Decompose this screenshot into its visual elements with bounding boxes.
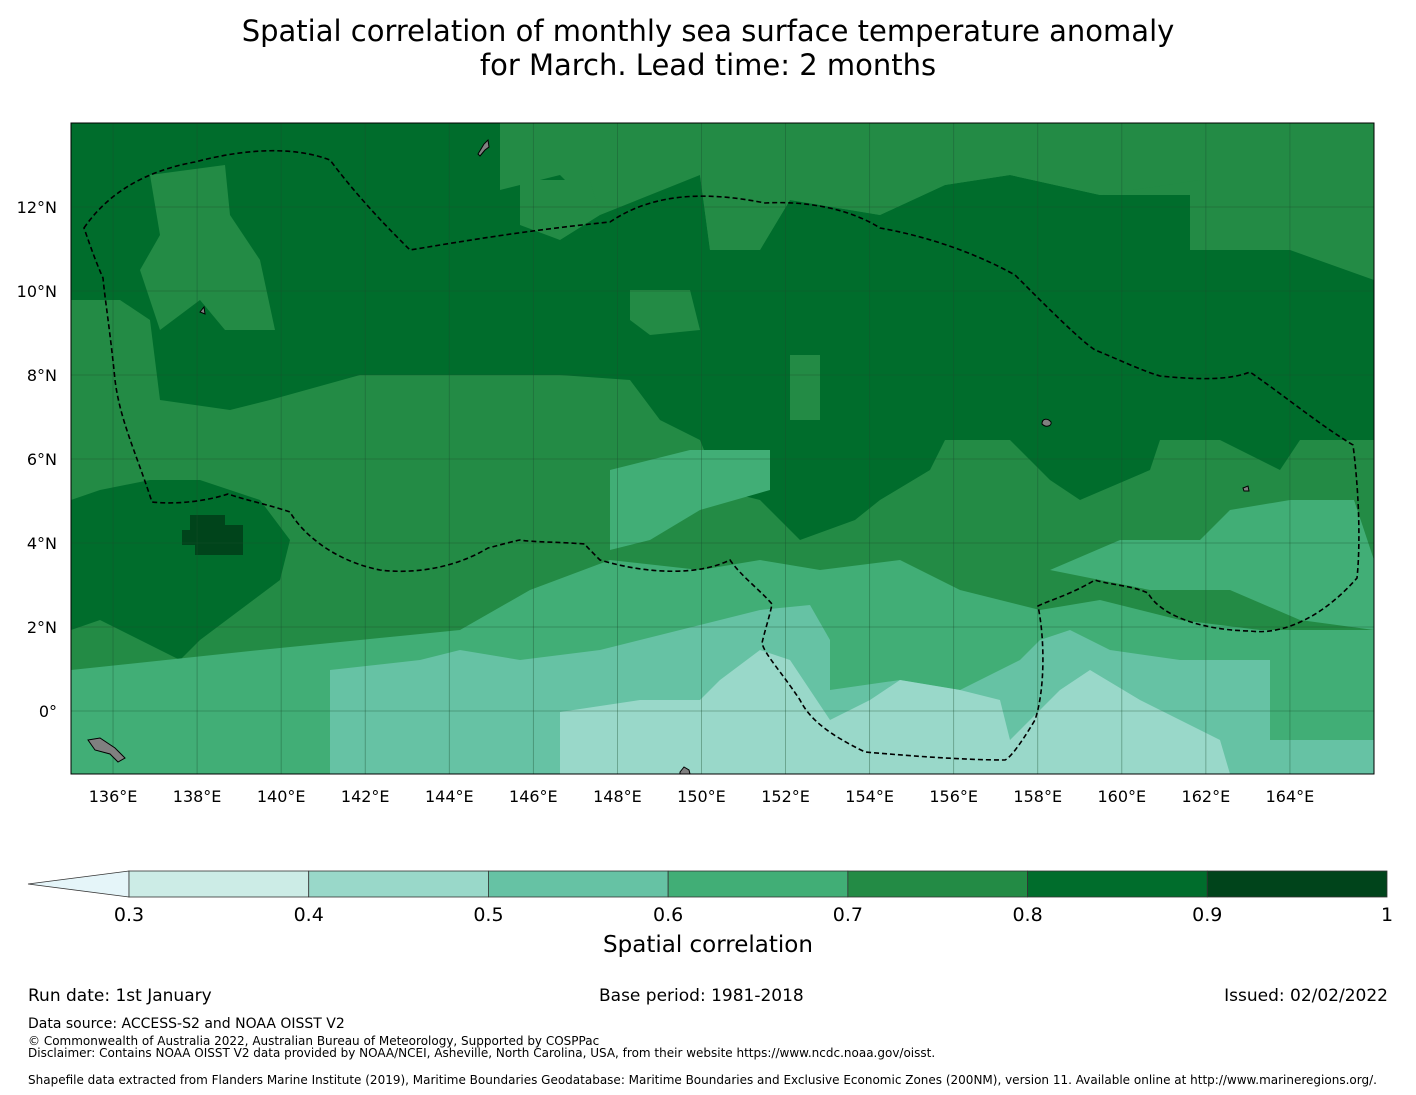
colorbar-segment xyxy=(488,870,669,898)
lon-tick-label: 146°E xyxy=(509,787,558,806)
lon-tick-label: 164°E xyxy=(1266,787,1315,806)
field-region-lowest xyxy=(560,650,1230,774)
data-source: Data source: ACCESS-S2 and NOAA OISST V2 xyxy=(28,1016,345,1032)
lon-tick-label: 142°E xyxy=(341,787,390,806)
colorbar: 0.3 0.4 0.5 0.6 0.7 0.8 0.9 1 xyxy=(27,870,1393,926)
lon-tick-labels: 136°E 138°E 140°E 142°E 144°E 146°E 148°E 150°E… xyxy=(89,787,1315,806)
gridlines xyxy=(71,123,1374,774)
copyright: © Commonwealth of Australia 2022, Austra… xyxy=(28,1034,600,1048)
lon-tick-label: 152°E xyxy=(761,787,810,806)
island-new-guinea-west xyxy=(87,737,126,763)
lat-tick-label: 2°N xyxy=(27,618,57,637)
colorbar-under-extension xyxy=(27,870,130,898)
lon-tick-label: 154°E xyxy=(845,787,894,806)
colorbar-segment xyxy=(128,870,310,898)
lon-tick-label: 162°E xyxy=(1182,787,1231,806)
land xyxy=(87,138,1250,775)
colorbar-tick-label: 1 xyxy=(1381,904,1393,926)
field-region-darkest xyxy=(182,515,243,555)
lon-tick-label: 148°E xyxy=(593,787,642,806)
colorbar-tick-label: 0.3 xyxy=(114,904,144,926)
lat-tick-label: 10°N xyxy=(17,282,57,301)
lat-tick-label: 8°N xyxy=(27,366,57,385)
lat-tick-label: 4°N xyxy=(27,534,57,553)
lon-tick-label: 160°E xyxy=(1097,787,1146,806)
base-period: Base period: 1981-2018 xyxy=(599,986,804,1006)
field-patch-mid-5 xyxy=(700,123,1374,250)
colorbar-segment xyxy=(1027,870,1208,898)
lon-tick-label: 138°E xyxy=(173,787,222,806)
title-line-1: Spatial correlation of monthly sea surfa… xyxy=(241,14,1175,48)
title-line-2: for March. Lead time: 2 months xyxy=(479,48,937,82)
lon-tick-label: 158°E xyxy=(1013,787,1062,806)
lon-tick-label: 140°E xyxy=(257,787,306,806)
lat-tick-labels: 12°N 10°N 8°N 6°N 4°N 2°N 0° xyxy=(17,198,57,721)
eez-boundary-palau xyxy=(83,149,1360,761)
field-region-mid-se xyxy=(1050,500,1374,630)
shapefile-credit: Shapefile data extracted from Flanders M… xyxy=(28,1073,1377,1087)
lon-tick-label: 156°E xyxy=(929,787,978,806)
colorbar-tick-label: 0.7 xyxy=(833,904,863,926)
colorbar-tick-label: 0.4 xyxy=(294,904,324,926)
colorbar-segment xyxy=(1206,870,1388,898)
island-chuuk xyxy=(1041,418,1052,427)
lat-tick-label: 12°N xyxy=(17,198,57,217)
lat-tick-label: 0° xyxy=(39,702,57,721)
map-frame xyxy=(70,122,1375,775)
island-yap xyxy=(199,305,206,315)
field-patch-mid-4 xyxy=(790,355,820,420)
field-region-high-north xyxy=(71,123,1374,540)
field-patch-mid-1 xyxy=(140,165,275,330)
lat-tick-label: 6°N xyxy=(27,450,57,469)
lon-tick-label: 136°E xyxy=(89,787,138,806)
colorbar-label: Spatial correlation xyxy=(603,932,813,958)
colorbar-tick-label: 0.6 xyxy=(653,904,683,926)
eez-boundaries xyxy=(83,149,1360,761)
island-pohnpei-east xyxy=(1242,485,1250,492)
colorbar-segment xyxy=(847,870,1028,898)
issued-date: Issued: 02/02/2022 xyxy=(1224,986,1388,1006)
colorbar-tick-label: 0.9 xyxy=(1192,904,1222,926)
colorbar-segment xyxy=(667,870,849,898)
colorbar-segment xyxy=(308,870,489,898)
colorbar-tick-label: 0.8 xyxy=(1012,904,1042,926)
island-guam xyxy=(477,138,490,157)
lon-tick-label: 144°E xyxy=(425,787,474,806)
field-patch-mid-3 xyxy=(630,290,700,335)
colorbar-tick-label: 0.5 xyxy=(473,904,503,926)
disclaimer: Disclaimer: Contains NOAA OISST V2 data … xyxy=(28,1046,936,1060)
correlation-field xyxy=(71,123,1374,774)
run-date: Run date: 1st January xyxy=(28,986,212,1006)
lon-tick-label: 150°E xyxy=(677,787,726,806)
field-region-mid-east xyxy=(610,450,770,550)
map-title: Spatial correlation of monthly sea surfa… xyxy=(0,14,1416,82)
